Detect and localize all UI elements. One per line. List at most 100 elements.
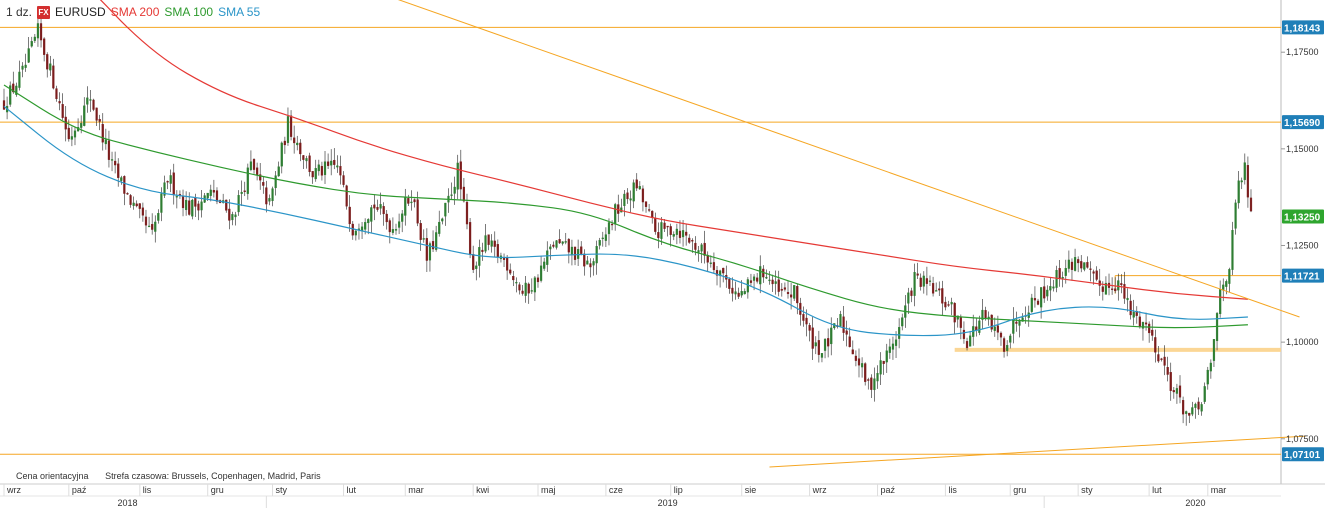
candle <box>1185 410 1188 426</box>
candle-body-down <box>925 278 929 284</box>
candle-body-down <box>947 304 950 306</box>
candle-body-down <box>827 338 830 347</box>
candle-body-down <box>1151 329 1154 336</box>
candle-body-up <box>928 280 932 282</box>
candle-body-down <box>975 326 978 331</box>
candle-body-down <box>648 209 651 211</box>
candle-body-down <box>1148 323 1151 334</box>
candle <box>1126 288 1129 312</box>
x-tick-label: gru <box>1013 485 1026 495</box>
candle-body-down <box>580 246 583 254</box>
candle <box>972 314 975 346</box>
candle <box>925 266 929 296</box>
candle-body-down <box>98 118 101 122</box>
candle <box>1043 277 1046 303</box>
candle-body-up <box>577 249 580 259</box>
candle <box>1194 402 1197 419</box>
candle-body-down <box>1249 197 1253 212</box>
candle-body-up <box>1083 262 1086 270</box>
sma55-legend[interactable]: SMA 55 <box>218 5 261 19</box>
candle-body-up <box>314 168 317 180</box>
candle <box>820 353 824 363</box>
symbol-label[interactable]: EURUSD <box>55 5 106 19</box>
candle <box>638 181 641 191</box>
price-note: Cena orientacyjna <box>16 471 89 481</box>
candle <box>478 239 481 278</box>
candle <box>39 18 43 48</box>
candle <box>277 161 280 177</box>
candle <box>1018 318 1021 338</box>
candle <box>70 126 74 147</box>
candle <box>1052 279 1055 292</box>
candle <box>178 190 182 199</box>
candle <box>141 202 145 222</box>
candle-body-up <box>200 201 203 211</box>
candle <box>388 218 391 244</box>
candle <box>864 362 867 386</box>
candle-body-up <box>1021 317 1024 322</box>
candle-body-up <box>956 315 959 320</box>
x-tick-label: sie <box>745 485 757 495</box>
candle <box>465 193 469 230</box>
candle <box>524 275 527 303</box>
candle-body-up <box>271 188 274 202</box>
candle-body-up <box>601 237 604 240</box>
candle <box>447 188 450 213</box>
sma200-legend[interactable]: SMA 200 <box>110 5 160 19</box>
candle <box>814 336 817 355</box>
candle <box>376 199 379 212</box>
candle <box>147 216 151 228</box>
sma100-legend[interactable]: SMA 100 <box>164 5 214 19</box>
candle-body-down <box>255 167 259 176</box>
candle-body-up <box>185 199 188 211</box>
candle <box>46 52 49 78</box>
candle <box>413 198 416 208</box>
candle-body-up <box>438 221 441 234</box>
interval-label[interactable]: 1 dz. <box>6 5 33 19</box>
candle <box>126 192 129 195</box>
candle <box>851 340 854 355</box>
candle <box>536 274 540 288</box>
candle-body-up <box>1064 268 1067 276</box>
candle-body-down <box>376 206 379 210</box>
candle-body-down <box>61 104 64 118</box>
candle-body-up <box>543 261 546 269</box>
candle-body-down <box>1181 400 1185 415</box>
candle-body-down <box>1043 286 1046 299</box>
candle <box>296 135 299 151</box>
candle <box>89 90 92 112</box>
candle <box>345 184 348 210</box>
candle <box>212 179 215 198</box>
candle-body-up <box>830 327 833 345</box>
candle-body-up <box>1018 320 1021 326</box>
candle-body-up <box>1073 257 1077 271</box>
candle-body-up <box>555 240 558 248</box>
candle-body-down <box>1033 298 1037 301</box>
candle <box>188 192 191 216</box>
candle <box>422 229 425 243</box>
candle <box>209 184 212 202</box>
candle-body-down <box>265 187 268 205</box>
candle <box>1178 375 1182 404</box>
candle <box>86 86 89 113</box>
candle-body-down <box>1089 268 1092 270</box>
candle-body-down <box>688 237 691 243</box>
candle-body-up <box>1040 287 1043 308</box>
candle <box>873 367 876 402</box>
candle <box>286 107 290 146</box>
candle <box>1246 156 1250 208</box>
candle <box>506 255 509 280</box>
chart-grid <box>0 0 1325 497</box>
candle-body-up <box>820 353 824 358</box>
candle <box>410 190 413 211</box>
candle-body-down <box>953 302 956 323</box>
candle <box>1015 311 1018 332</box>
candle <box>907 287 910 314</box>
chart-footer: Cena orientacyjna Strefa czasowa: Brusse… <box>16 471 335 481</box>
candle <box>663 218 666 232</box>
candle <box>1228 267 1231 293</box>
candle <box>567 238 570 264</box>
candle <box>1089 261 1092 282</box>
candle-body-down <box>737 292 740 297</box>
